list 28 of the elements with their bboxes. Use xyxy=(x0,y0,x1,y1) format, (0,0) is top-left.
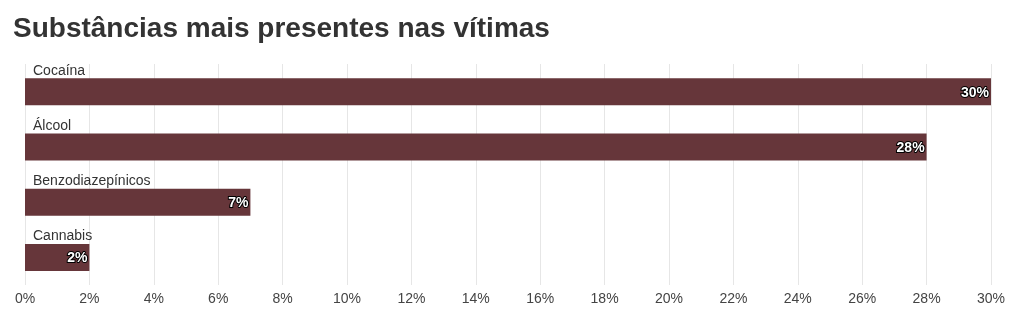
x-tick-label: 10% xyxy=(332,290,362,306)
data-label: 28% xyxy=(896,138,926,155)
y-tick-label: Cannabis xyxy=(33,227,93,244)
data-label: 7% xyxy=(228,194,249,211)
chart-title: Substâncias mais presentes nas vítimas xyxy=(13,11,550,43)
x-tick-label: 24% xyxy=(783,290,812,306)
bar xyxy=(25,133,927,161)
x-tick-label: 16% xyxy=(526,290,555,306)
bar xyxy=(25,78,991,106)
x-tick-label: 18% xyxy=(590,290,619,306)
data-label: 30% xyxy=(960,83,990,100)
x-tick-label: 26% xyxy=(848,290,877,306)
y-tick-label: Benzodiazepínicos xyxy=(33,172,151,189)
x-tick-label: 14% xyxy=(461,290,490,306)
x-tick-label: 2% xyxy=(79,290,100,306)
x-tick-label: 28% xyxy=(912,290,941,306)
y-tick-label: Álcool xyxy=(33,116,72,133)
x-tick-label: 30% xyxy=(976,290,1006,306)
x-tick-label: 12% xyxy=(397,290,426,306)
x-tick-label: 4% xyxy=(143,290,164,306)
x-tick-label: 22% xyxy=(719,290,748,306)
x-tick-label: 8% xyxy=(272,290,293,306)
y-tick-label: Cocaína xyxy=(33,61,86,78)
x-tick-label: 0% xyxy=(14,290,36,306)
x-tick-label: 6% xyxy=(208,290,229,306)
bar xyxy=(25,188,251,216)
data-label: 2% xyxy=(67,249,88,266)
x-tick-label: 20% xyxy=(654,290,684,306)
